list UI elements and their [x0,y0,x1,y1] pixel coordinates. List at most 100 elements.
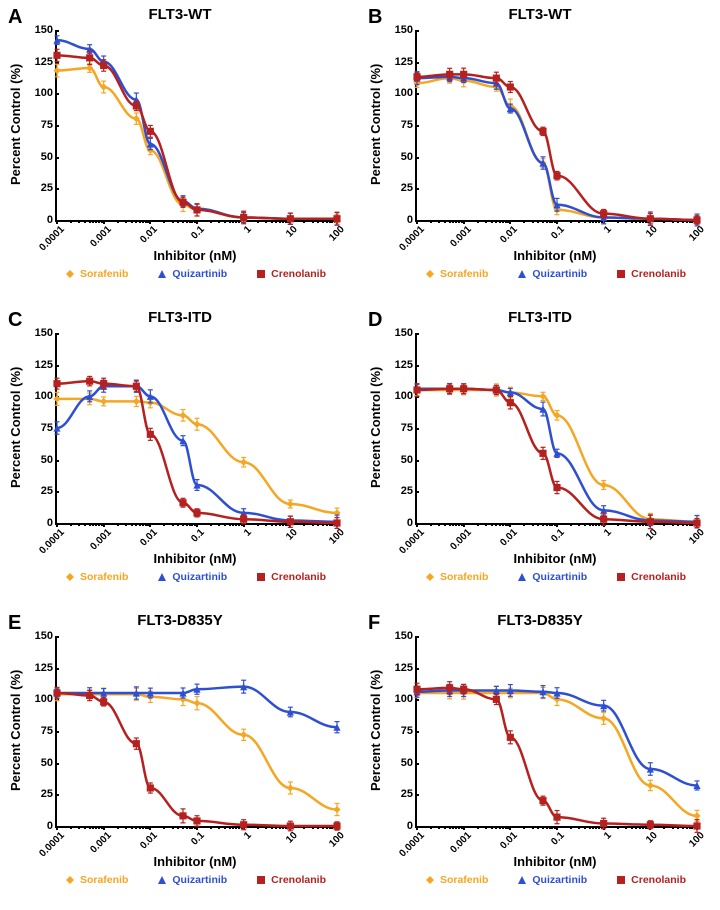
legend-label: Quizartinib [532,874,587,886]
x-minor-tick [117,523,119,526]
x-minor-tick [282,523,284,526]
x-minor-tick [135,220,137,223]
point-crenolanib [86,51,93,64]
x-tick-label: 0.01 [139,527,161,549]
quizartinib-marker-icon [156,874,168,886]
y-tick: 25 [383,788,413,800]
x-minor-tick [218,220,220,223]
point-crenolanib [553,811,560,824]
x-minor-tick [584,826,586,829]
y-tick: 150 [383,630,413,642]
y-tick: 100 [23,693,53,705]
point-crenolanib [647,821,654,829]
legend-item-quizartinib: Quizartinib [516,268,587,280]
panel-title: FLT3-WT [360,6,720,23]
point-sorafenib [179,410,186,422]
legend-item-quizartinib: Quizartinib [516,571,587,583]
x-minor-tick [139,826,141,829]
x-minor-tick [578,220,580,223]
legend: SorafenibQuizartinibCrenolanib [410,874,700,886]
x-minor-tick [235,523,237,526]
x-minor-tick [570,826,572,829]
point-crenolanib [133,101,140,110]
x-minor-tick [625,826,627,829]
x-minor-tick [570,523,572,526]
y-tick: 100 [383,87,413,99]
plot-area: 02550751001251500.00010.0010.010.1110100 [55,333,337,525]
x-minor-tick [589,523,591,526]
x-minor-tick [172,826,174,829]
x-minor-tick [224,826,226,829]
point-crenolanib [240,515,247,524]
sorafenib-marker-icon [424,571,436,583]
x-tick-label: 100 [687,527,707,547]
legend: SorafenibQuizartinibCrenolanib [50,268,340,280]
x-minor-tick [142,826,144,829]
quizartinib-marker-icon [516,874,528,886]
x-tick-label: 0.01 [139,830,161,852]
x-minor-tick [317,220,319,223]
x-minor-tick [495,220,497,223]
point-crenolanib [179,498,186,507]
x-minor-tick [617,826,619,829]
x-minor-tick [117,220,119,223]
quizartinib-marker-icon [156,571,168,583]
x-minor-tick [271,220,273,223]
x-minor-tick [163,523,165,526]
point-crenolanib [53,378,60,389]
series-svg [417,333,697,523]
series-svg [57,333,337,523]
x-minor-tick [232,826,234,829]
point-crenolanib [333,822,340,830]
y-tick: 150 [383,327,413,339]
x-minor-tick [78,523,80,526]
x-minor-tick [95,220,97,223]
y-tick: 125 [23,359,53,371]
x-minor-tick [186,523,188,526]
y-axis-label: Percent Control (%) [368,367,383,488]
x-minor-tick [312,220,314,223]
x-minor-tick [523,523,525,526]
x-tick-label: 0.001 [88,830,113,855]
curve-sorafenib [57,399,337,513]
y-tick: 25 [383,485,413,497]
x-tick-label: 1 [242,830,254,842]
point-crenolanib [53,49,60,61]
x-tick-mark [103,523,105,527]
x-minor-tick [89,220,91,223]
x-minor-tick [542,523,544,526]
x-minor-tick [430,220,432,223]
x-minor-tick [523,220,525,223]
plot-area: 02550751001251500.00010.0010.010.1110100 [55,636,337,828]
x-minor-tick [131,523,133,526]
x-minor-tick [257,826,259,829]
point-crenolanib [647,212,654,225]
legend-label: Crenolanib [271,571,326,583]
x-tick-mark [463,826,465,830]
x-minor-tick [78,220,80,223]
x-minor-tick [438,220,440,223]
x-minor-tick [635,826,637,829]
x-tick-label: 10 [644,527,660,543]
x-axis-label: Inhibitor (nM) [55,248,335,263]
y-tick: 75 [383,422,413,434]
series-svg [57,30,337,220]
y-axis-label: Percent Control (%) [8,64,23,185]
curve-crenolanib [417,688,697,826]
x-minor-tick [663,523,665,526]
point-crenolanib [100,698,107,706]
point-crenolanib [460,384,467,394]
x-minor-tick [131,826,133,829]
x-minor-tick [139,523,141,526]
x-tick-label: 10 [644,830,660,846]
x-minor-tick [477,826,479,829]
curve-quizartinib [57,40,337,219]
x-minor-tick [322,220,324,223]
x-minor-tick [430,826,432,829]
x-minor-tick [186,826,188,829]
x-minor-tick [218,523,220,526]
x-minor-tick [444,523,446,526]
x-minor-tick [84,523,86,526]
series-svg [57,636,337,826]
x-minor-tick [570,220,572,223]
